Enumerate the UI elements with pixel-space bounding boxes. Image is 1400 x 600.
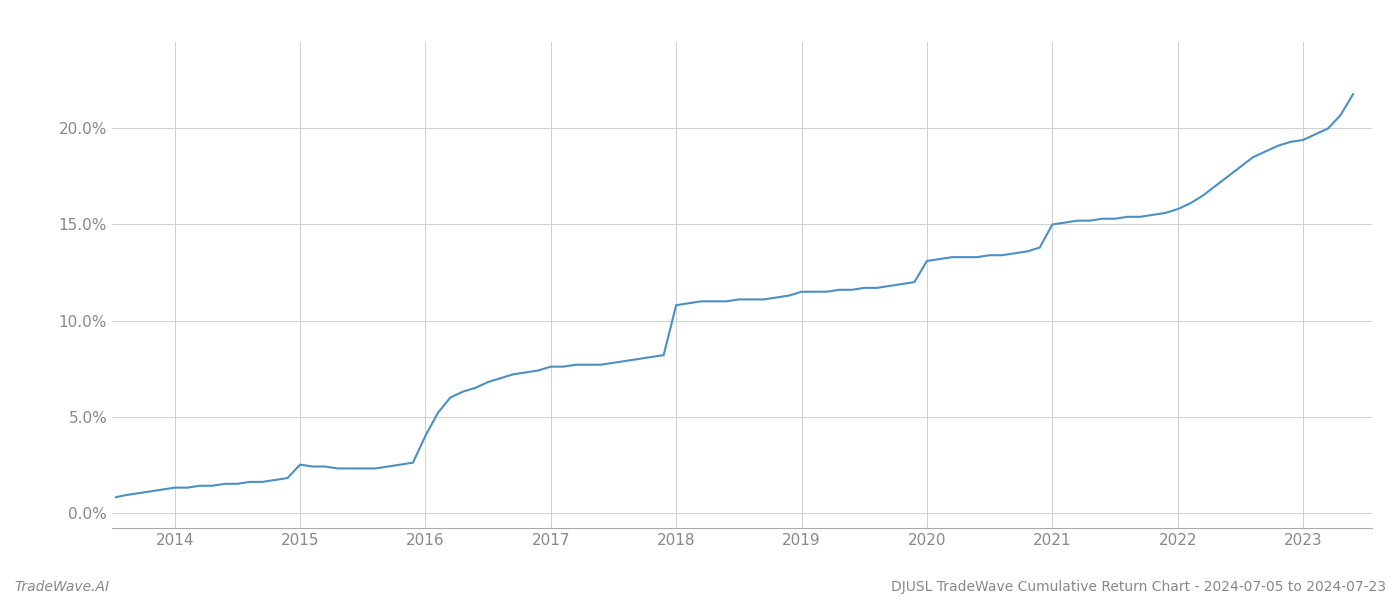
Text: DJUSL TradeWave Cumulative Return Chart - 2024-07-05 to 2024-07-23: DJUSL TradeWave Cumulative Return Chart … — [890, 580, 1386, 594]
Text: TradeWave.AI: TradeWave.AI — [14, 580, 109, 594]
